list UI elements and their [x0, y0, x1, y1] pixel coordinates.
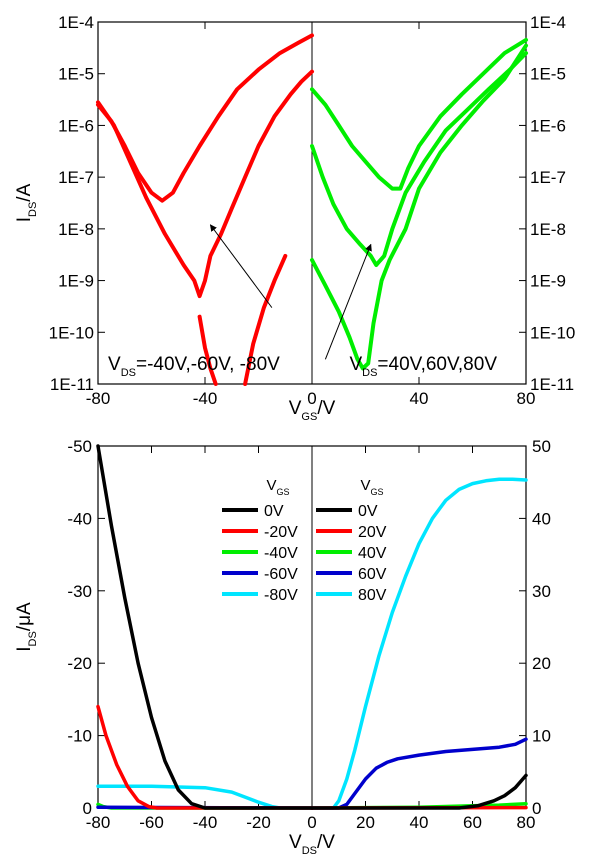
- legend-label: 0V: [264, 503, 284, 520]
- y-tick-label: 1E-4: [58, 13, 94, 32]
- series-curve: [310, 773, 528, 810]
- y-tick-label-right: 40: [532, 509, 551, 528]
- y-tick-label: 1E-7: [58, 168, 94, 187]
- x-tick-label: 80: [517, 389, 536, 408]
- y-tick-label-right: 30: [532, 582, 551, 601]
- data-curve: [310, 43, 528, 371]
- x-tick-label: 80: [517, 813, 536, 832]
- y-tick-label: -50: [67, 437, 92, 456]
- legend-label: -80V: [264, 587, 298, 604]
- data-curve: [96, 33, 314, 203]
- x-tick-label: -20: [246, 813, 271, 832]
- y-tick-label: 1E-10: [49, 323, 94, 342]
- x-tick-label: -80: [86, 813, 111, 832]
- legend-positive: VGS 0V 20V 40V 60V 80V: [316, 477, 387, 604]
- annotation-arrow: [324, 243, 372, 360]
- x-tick-label: 20: [356, 813, 375, 832]
- x-tick-label: 40: [410, 389, 429, 408]
- series-curve: [310, 737, 528, 810]
- output-characteristics-chart: -80 -60 -40 -20 0 20 40 60 800-10-20-30-40-50010…: [14, 437, 551, 857]
- y-tick-label-right: 1E-5: [530, 65, 566, 84]
- annotation-arrow: [209, 224, 273, 308]
- legend-label: 60V: [358, 566, 387, 583]
- y-tick-label-right: 50: [532, 437, 551, 456]
- data-curve: [96, 69, 314, 299]
- data-curve: [310, 37, 528, 191]
- annotation-vds-negative: VDS=-40V,-60V, -80V: [108, 354, 280, 379]
- y-tick-label-right: 1E-8: [530, 220, 566, 239]
- data-curve: [310, 51, 528, 267]
- legend-label: 40V: [358, 545, 387, 562]
- legend-label: -60V: [264, 566, 298, 583]
- y-axis-label: IDS/μA: [14, 602, 39, 652]
- x-tick-label: -40: [193, 389, 218, 408]
- y-tick-label: 1E-9: [58, 272, 94, 291]
- x-axis-label: VGS/V: [289, 398, 336, 423]
- y-tick-label: 1E-6: [58, 116, 94, 135]
- series-curve: [96, 444, 314, 810]
- y-tick-label: -30: [67, 582, 92, 601]
- y-tick-label-right: 1E-11: [530, 375, 574, 394]
- annotation-vds-positive: VDS=40V,60V,80V: [349, 354, 497, 379]
- x-tick-label: -80: [86, 389, 111, 408]
- legend-negative: VGS 0V -20V -40V -60V -80V: [222, 477, 298, 604]
- x-tick-label: 40: [410, 813, 429, 832]
- y-tick-label: -40: [67, 509, 92, 528]
- y-tick-label-right: 10: [532, 727, 551, 746]
- y-tick-label-right: 20: [532, 654, 551, 673]
- x-tick-label: -60: [139, 813, 164, 832]
- y-tick-label: 0: [83, 799, 92, 818]
- legend-title: VGS: [266, 477, 289, 497]
- legend-title: VGS: [360, 477, 383, 497]
- y-tick-label-right: 1E-7: [530, 168, 566, 187]
- y-tick-label-right: 0: [532, 799, 541, 818]
- y-tick-label-right: 1E-4: [530, 13, 566, 32]
- legend-label: -20V: [264, 524, 298, 541]
- y-tick-label-right: 1E-10: [530, 323, 575, 342]
- series-curve: [96, 704, 314, 810]
- y-tick-label: 1E-11: [50, 375, 94, 394]
- data-curve: [197, 314, 218, 386]
- y-tick-label: 1E-5: [58, 65, 94, 84]
- x-tick-label: -40: [193, 813, 218, 832]
- legend-label: 20V: [358, 524, 387, 541]
- y-tick-label-right: 1E-6: [530, 116, 566, 135]
- legend-label: -40V: [264, 545, 298, 562]
- x-tick-label: 60: [463, 813, 482, 832]
- y-tick-label: 1E-8: [58, 220, 94, 239]
- legend-label: 0V: [358, 503, 378, 520]
- x-axis-label: VDS/V: [289, 832, 335, 857]
- y-tick-label-right: 1E-9: [530, 272, 566, 291]
- y-tick-label: -10: [67, 727, 92, 746]
- y-axis-label: IDS/A: [14, 183, 39, 222]
- data-curve: [243, 253, 288, 386]
- y-tick-label: -20: [67, 654, 92, 673]
- x-tick-label: 0: [307, 389, 316, 408]
- x-tick-label: 0: [307, 813, 316, 832]
- series-curve: [310, 477, 528, 810]
- legend-label: 80V: [358, 587, 387, 604]
